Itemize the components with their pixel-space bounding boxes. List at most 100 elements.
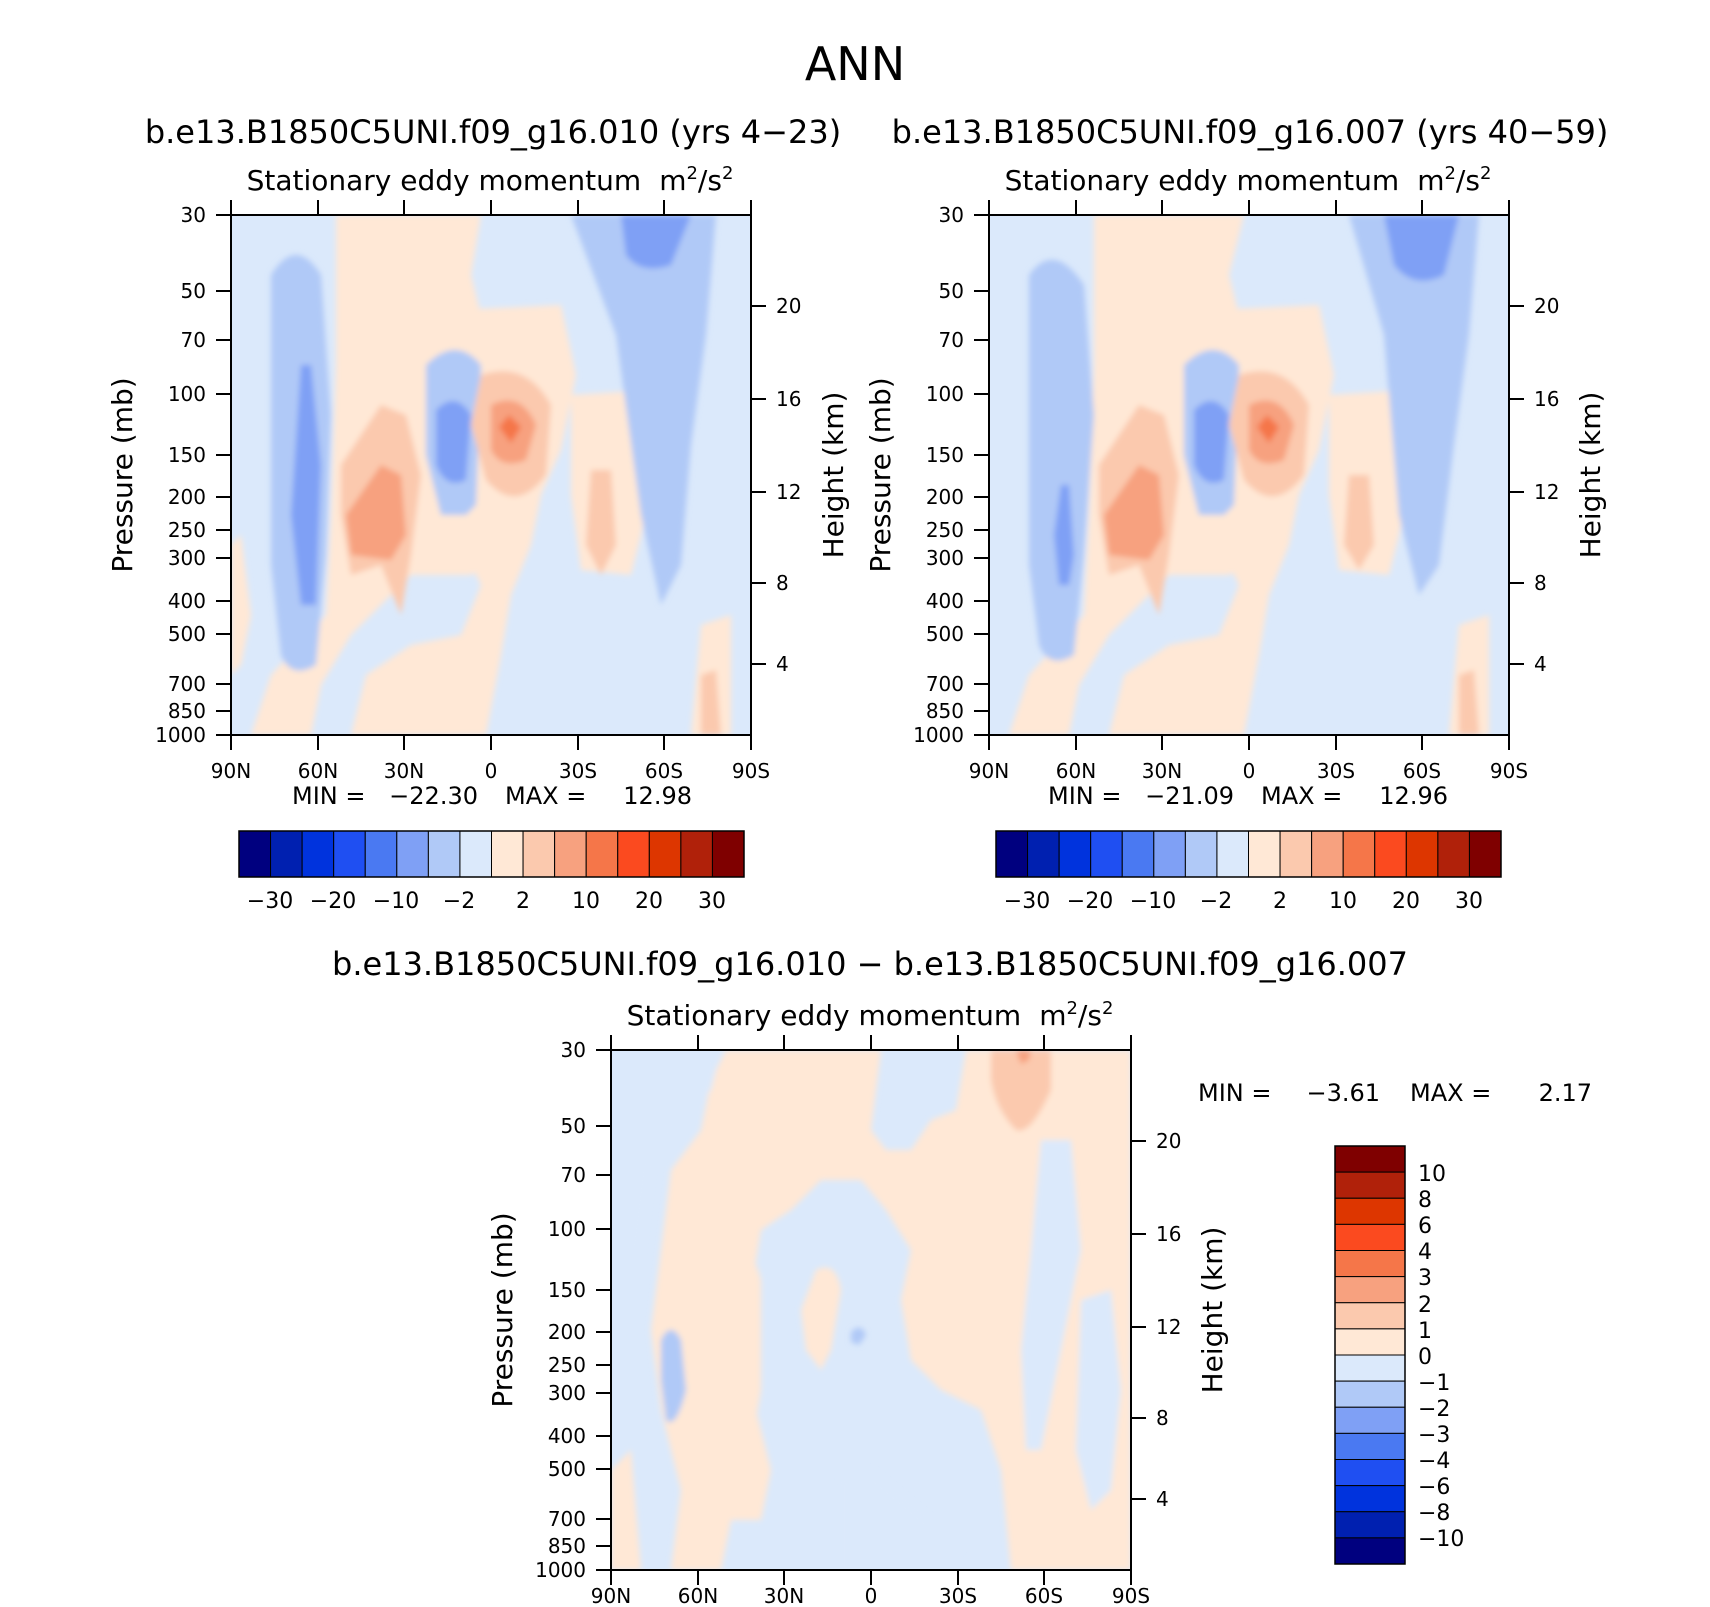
y-axis-left bbox=[974, 214, 989, 736]
y-tick: 30 bbox=[939, 203, 964, 227]
colorbar-cell bbox=[427, 830, 461, 878]
y-tick: 400 bbox=[168, 589, 206, 613]
y-tick: 150 bbox=[548, 1278, 586, 1302]
colorbar-label: 3 bbox=[1418, 1266, 1432, 1291]
y-tick: 1000 bbox=[155, 723, 206, 747]
y-axis-right bbox=[751, 305, 766, 665]
plot-title-text: Stationary eddy momentum bbox=[247, 164, 642, 197]
colorbar-cell bbox=[554, 830, 587, 878]
colorbar-cell bbox=[1437, 830, 1470, 878]
units-mid: /s bbox=[1078, 999, 1102, 1032]
colorbar-label: −2 bbox=[443, 889, 475, 914]
case-title: b.e13.B1850C5UNI.f09_g16.010 (yrs 4−23) bbox=[145, 113, 841, 151]
min-value: −21.09 bbox=[1145, 782, 1234, 810]
y-tick: 850 bbox=[168, 699, 206, 723]
y-right-tick: 20 bbox=[1534, 294, 1559, 318]
x-tick: 90S bbox=[732, 759, 770, 783]
colorbar-cell bbox=[1334, 1302, 1406, 1330]
y-tick-labels-left: 30 50 70 100 150 200 250 300 400 500 700… bbox=[913, 203, 964, 747]
colorbar-label: 6 bbox=[1418, 1214, 1432, 1239]
colorbar-cell bbox=[1334, 1380, 1406, 1408]
colorbar-cell bbox=[711, 830, 745, 878]
x-axis bbox=[610, 1035, 1132, 1585]
units-mid: /s bbox=[698, 164, 722, 197]
colorbar-cells bbox=[995, 830, 1502, 878]
colorbar-labels: −30 −20 −10 −2 2 10 20 30 bbox=[247, 889, 726, 914]
y-tick: 30 bbox=[181, 203, 206, 227]
colorbar-cell bbox=[1334, 1511, 1406, 1539]
units-mid: /s bbox=[1456, 164, 1480, 197]
colorbar-cell bbox=[585, 830, 619, 878]
units-base: m bbox=[1039, 999, 1066, 1032]
y-axis-right-label: Height (km) bbox=[1574, 392, 1607, 559]
y-tick: 250 bbox=[548, 1353, 586, 1377]
colorbar-cell bbox=[238, 830, 272, 878]
units-exp-1: 2 bbox=[686, 163, 697, 184]
colorbar-label: −3 bbox=[1418, 1423, 1450, 1448]
colorbar-cell bbox=[1334, 1432, 1406, 1460]
y-tick: 200 bbox=[168, 485, 206, 509]
units-exp-2: 2 bbox=[722, 163, 733, 184]
colorbar-cell bbox=[1216, 830, 1249, 878]
y-tick: 70 bbox=[561, 1163, 586, 1187]
max-value: 2.17 bbox=[1539, 1079, 1592, 1107]
y-tick: 300 bbox=[548, 1381, 586, 1405]
x-tick: 60N bbox=[298, 759, 338, 783]
x-tick: 60S bbox=[645, 759, 683, 783]
y-tick: 1000 bbox=[913, 723, 964, 747]
x-tick: 0 bbox=[1243, 759, 1256, 783]
colorbar-cell bbox=[301, 830, 335, 878]
y-tick: 100 bbox=[548, 1217, 586, 1241]
y-tick: 850 bbox=[548, 1534, 586, 1558]
colorbar-label: 1 bbox=[1418, 1319, 1432, 1344]
min-label: MIN = bbox=[1048, 782, 1121, 810]
colorbar-cell bbox=[1334, 1197, 1406, 1225]
y-tick: 850 bbox=[926, 699, 964, 723]
colorbar-cell bbox=[1342, 830, 1376, 878]
x-tick-labels: 90N 60N 30N 0 30S 60S 90S bbox=[591, 1584, 1150, 1607]
y-tick: 200 bbox=[926, 485, 964, 509]
colorbar-label: 10 bbox=[1418, 1162, 1446, 1187]
x-tick: 60N bbox=[678, 1584, 718, 1607]
colorbar-label: −2 bbox=[1418, 1397, 1450, 1422]
y-tick: 50 bbox=[181, 279, 206, 303]
y-right-tick: 12 bbox=[1534, 480, 1559, 504]
y-tick: 700 bbox=[548, 1507, 586, 1531]
min-label: MIN = bbox=[292, 782, 365, 810]
colorbar-cell bbox=[1334, 1485, 1406, 1513]
y-tick: 700 bbox=[168, 672, 206, 696]
x-tick: 90N bbox=[211, 759, 251, 783]
y-tick: 100 bbox=[926, 382, 964, 406]
units-exp-1: 2 bbox=[1066, 998, 1077, 1019]
colorbar-label: 30 bbox=[1455, 889, 1483, 914]
colorbar-label: 20 bbox=[635, 889, 663, 914]
x-tick: 90S bbox=[1112, 1584, 1150, 1607]
y-right-tick: 16 bbox=[1534, 387, 1559, 411]
y-tick: 250 bbox=[168, 518, 206, 542]
colorbar-cell bbox=[1334, 1406, 1406, 1434]
colorbar-cell bbox=[364, 830, 398, 878]
case-title: b.e13.B1850C5UNI.f09_g16.010 − b.e13.B18… bbox=[332, 945, 1408, 983]
y-right-tick: 8 bbox=[1534, 571, 1547, 595]
colorbar-cell bbox=[1248, 830, 1281, 878]
units-exp-1: 2 bbox=[1444, 163, 1455, 184]
y-tick: 70 bbox=[939, 328, 964, 352]
units-base: m bbox=[659, 164, 686, 197]
x-tick: 30N bbox=[1142, 759, 1182, 783]
y-tick: 1000 bbox=[535, 1558, 586, 1582]
colorbar-cell bbox=[333, 830, 366, 878]
y-tick: 50 bbox=[939, 279, 964, 303]
colorbar-label: 20 bbox=[1392, 889, 1420, 914]
colorbar-label: −10 bbox=[1418, 1527, 1464, 1552]
y-axis-right bbox=[1509, 305, 1524, 665]
colorbar-label: −1 bbox=[1418, 1371, 1450, 1396]
x-tick-labels: 90N 60N 30N 0 30S 60S 90S bbox=[969, 759, 1528, 783]
max-value: 12.98 bbox=[623, 782, 692, 810]
y-tick: 400 bbox=[548, 1424, 586, 1448]
contour-field bbox=[989, 215, 1509, 735]
colorbar bbox=[995, 830, 1502, 878]
colorbar-cell bbox=[522, 830, 556, 878]
colorbar-label: 2 bbox=[1418, 1293, 1432, 1318]
y-tick: 500 bbox=[168, 622, 206, 646]
colorbar-cell bbox=[1334, 1250, 1406, 1278]
